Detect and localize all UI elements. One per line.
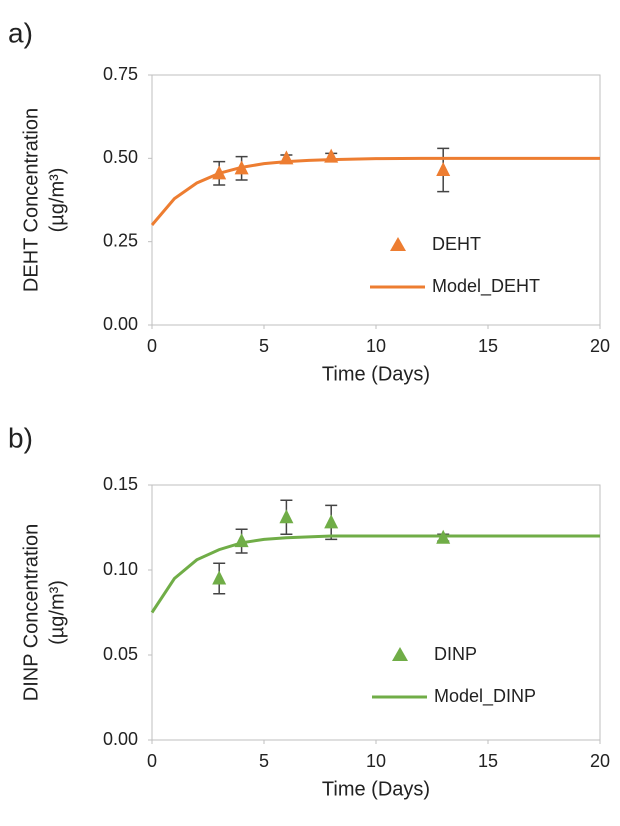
y-axis-label: DEHT Concentration xyxy=(20,108,42,292)
data-point xyxy=(279,509,294,524)
legend-label: DEHT xyxy=(432,234,481,254)
y-tick-label: 0.50 xyxy=(103,147,138,167)
legend-marker xyxy=(390,237,406,251)
x-tick-label: 10 xyxy=(366,751,386,771)
legend-label: Model_DEHT xyxy=(432,276,540,297)
y-axis-label: (µg/m³) xyxy=(46,168,68,233)
panel-label: a) xyxy=(8,17,33,48)
y-tick-label: 0.00 xyxy=(103,729,138,749)
x-tick-label: 10 xyxy=(366,336,386,356)
x-axis-label: Time (Days) xyxy=(322,363,430,385)
x-tick-label: 15 xyxy=(478,751,498,771)
y-tick-label: 0.10 xyxy=(103,559,138,579)
y-axis-label: DINP Concentration xyxy=(20,524,42,702)
model-line xyxy=(150,156,600,226)
x-axis-label: Time (Days) xyxy=(322,778,430,800)
x-tick-label: 20 xyxy=(590,336,610,356)
y-tick-label: 0.75 xyxy=(103,64,138,84)
y-tick-label: 0.05 xyxy=(103,644,138,664)
data-point xyxy=(436,162,451,176)
legend-label: Model_DINP xyxy=(434,686,536,707)
data-point xyxy=(324,514,339,529)
model-line xyxy=(150,534,600,614)
y-tick-label: 0.25 xyxy=(103,230,138,250)
legend-label: DINP xyxy=(434,644,477,664)
y-tick-label: 0.15 xyxy=(103,474,138,494)
x-tick-label: 0 xyxy=(147,336,157,356)
x-tick-label: 0 xyxy=(147,751,157,771)
x-tick-label: 5 xyxy=(259,336,269,356)
data-point xyxy=(212,570,227,585)
panel-label: b) xyxy=(8,422,33,453)
x-tick-label: 5 xyxy=(259,751,269,771)
x-tick-label: 20 xyxy=(590,751,610,771)
y-tick-label: 0.00 xyxy=(103,314,138,334)
x-tick-label: 15 xyxy=(478,336,498,356)
legend-marker xyxy=(392,647,408,661)
y-axis-label: (µg/m³) xyxy=(46,580,68,645)
